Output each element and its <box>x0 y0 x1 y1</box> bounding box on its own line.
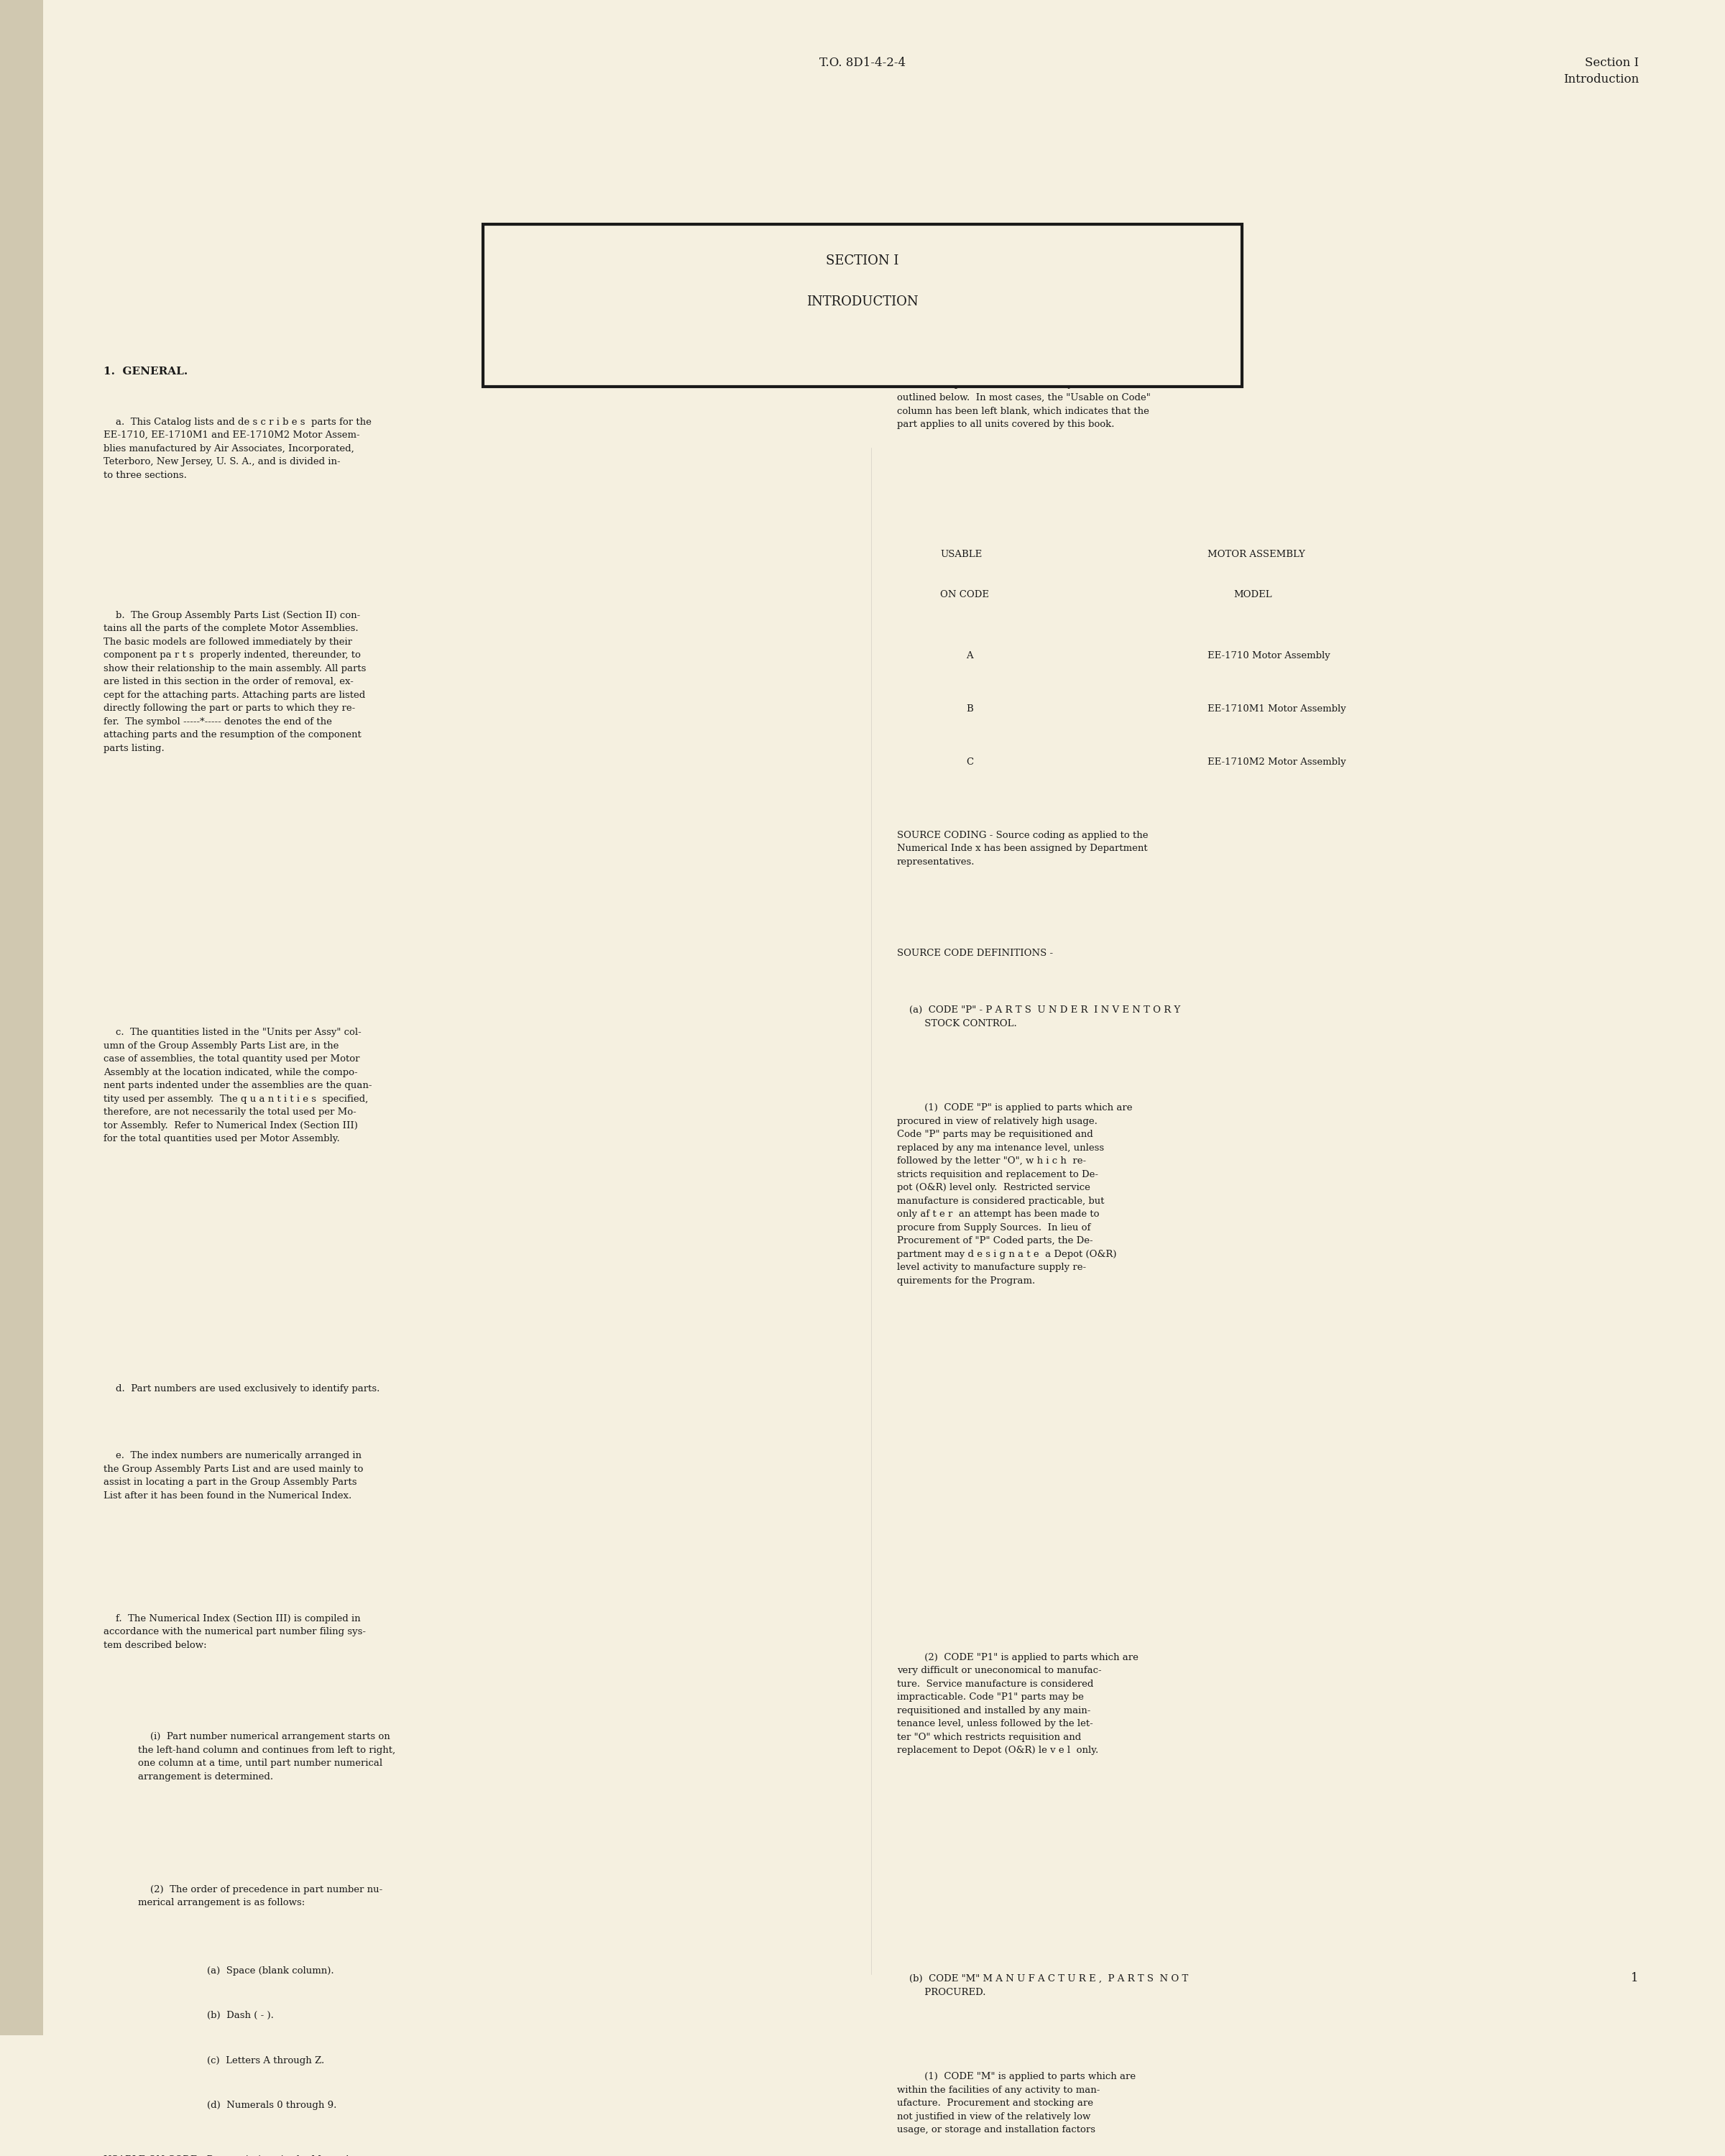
Text: ON CODE: ON CODE <box>940 591 988 599</box>
Text: Introduction: Introduction <box>1563 73 1639 86</box>
Text: c.  The quantities listed in the "Units per Assy" col-
umn of the Group Assembly: c. The quantities listed in the "Units p… <box>104 1028 373 1143</box>
Bar <box>0 0 43 2035</box>
Text: EE-1710M2 Motor Assembly: EE-1710M2 Motor Assembly <box>1208 757 1346 768</box>
Text: B: B <box>966 705 973 714</box>
Text: (i)  Part number numerical arrangement starts on
the left-hand column and contin: (i) Part number numerical arrangement st… <box>138 1731 395 1781</box>
Text: d.  Part numbers are used exclusively to identify parts.: d. Part numbers are used exclusively to … <box>104 1384 380 1393</box>
Text: EE-1710 Motor Assembly: EE-1710 Motor Assembly <box>1208 651 1330 660</box>
Text: C: C <box>966 757 973 768</box>
Text: (b)  CODE "M" M A N U F A C T U R E ,  P A R T S  N O T
         PROCURED.: (b) CODE "M" M A N U F A C T U R E , P A… <box>897 1975 1189 1996</box>
Text: (d)  Numerals 0 through 9.: (d) Numerals 0 through 9. <box>207 2100 336 2111</box>
Text: T.O. 8D1-4-2-4: T.O. 8D1-4-2-4 <box>819 56 906 69</box>
Text: b.  The Group Assembly Parts List (Section II) con-
tains all the parts of the c: b. The Group Assembly Parts List (Sectio… <box>104 610 366 752</box>
Text: MOTOR ASSEMBLY: MOTOR ASSEMBLY <box>1208 550 1306 558</box>
Text: e.  The index numbers are numerically arranged in
the Group Assembly Parts List : e. The index numbers are numerically arr… <box>104 1451 364 1501</box>
Text: SOURCE CODE DEFINITIONS -: SOURCE CODE DEFINITIONS - <box>897 949 1052 957</box>
Text: USABLE: USABLE <box>940 550 982 558</box>
Text: 1.  GENERAL.: 1. GENERAL. <box>104 367 188 377</box>
FancyBboxPatch shape <box>483 224 1242 386</box>
Text: a.  This Catalog lists and de s c r i b e s  parts for the
EE-1710, EE-1710M1 an: a. This Catalog lists and de s c r i b e… <box>104 418 371 481</box>
Text: (2)  CODE "P1" is applied to parts which are
very difficult or uneconomical to m: (2) CODE "P1" is applied to parts which … <box>897 1654 1138 1755</box>
Text: (2)  The order of precedence in part number nu-
merical arrangement is as follow: (2) The order of precedence in part numb… <box>138 1884 383 1908</box>
Text: 1: 1 <box>1632 1973 1639 1984</box>
Text: (b)  Dash ( - ).: (b) Dash ( - ). <box>207 2012 274 2020</box>
Text: following the description in the "Usable on Code" col-
umn.  An explanation of t: following the description in the "Usable… <box>897 367 1156 429</box>
Text: (a)  Space (blank column).: (a) Space (blank column). <box>207 1966 335 1975</box>
Text: EE-1710M1 Motor Assembly: EE-1710M1 Motor Assembly <box>1208 705 1346 714</box>
Text: (1)  CODE "P" is applied to parts which are
procured in view of relatively high : (1) CODE "P" is applied to parts which a… <box>897 1104 1132 1285</box>
Text: (c)  Letters A through Z.: (c) Letters A through Z. <box>207 2057 324 2065</box>
Text: Section I: Section I <box>1585 56 1639 69</box>
Text: INTRODUCTION: INTRODUCTION <box>807 295 918 308</box>
Text: SECTION I: SECTION I <box>826 254 899 267</box>
Text: A: A <box>966 651 973 660</box>
Text: (a)  CODE "P" - P A R T S  U N D E R  I N V E N T O R Y
         STOCK CONTROL.: (a) CODE "P" - P A R T S U N D E R I N V… <box>897 1005 1180 1028</box>
Text: MODEL: MODEL <box>1233 591 1271 599</box>
Text: SOURCE CODING - Source coding as applied to the
Numerical Inde x has been assign: SOURCE CODING - Source coding as applied… <box>897 830 1149 867</box>
Text: f.  The Numerical Index (Section III) is compiled in
accordance with the numeric: f. The Numerical Index (Section III) is … <box>104 1615 366 1649</box>
Text: (1)  CODE "M" is applied to parts which are
within the facilities of any activit: (1) CODE "M" is applied to parts which a… <box>897 2072 1135 2134</box>
